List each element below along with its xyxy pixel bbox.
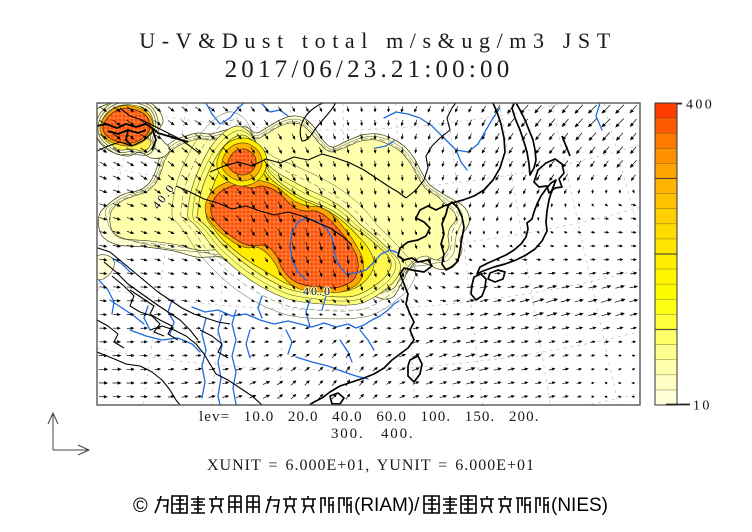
svg-text:300. 400.: 300. 400.: [331, 426, 414, 442]
svg-text:10: 10: [693, 399, 712, 414]
svg-text:U-V&Dust total m/s&ug/m3 JST: U-V&Dust total m/s&ug/m3 JST: [139, 28, 617, 53]
svg-text:400: 400: [686, 98, 714, 113]
svg-text:lev= 10.0 20.0 40.0 60.0 100.: lev= 10.0 20.0 40.0 60.0 100. 150. 200.: [199, 409, 540, 425]
svg-text:(NIES): (NIES): [551, 495, 608, 516]
svg-text:XUNIT = 6.000E+01, YUNIT = 6.0: XUNIT = 6.000E+01, YUNIT = 6.000E+01: [207, 457, 535, 474]
svg-text:40.0: 40.0: [303, 284, 332, 298]
svg-text:2017/06/23.21:00:00: 2017/06/23.21:00:00: [225, 56, 514, 83]
svg-text:(RIAM)/: (RIAM)/: [354, 495, 420, 516]
svg-text:©: ©: [133, 495, 148, 517]
